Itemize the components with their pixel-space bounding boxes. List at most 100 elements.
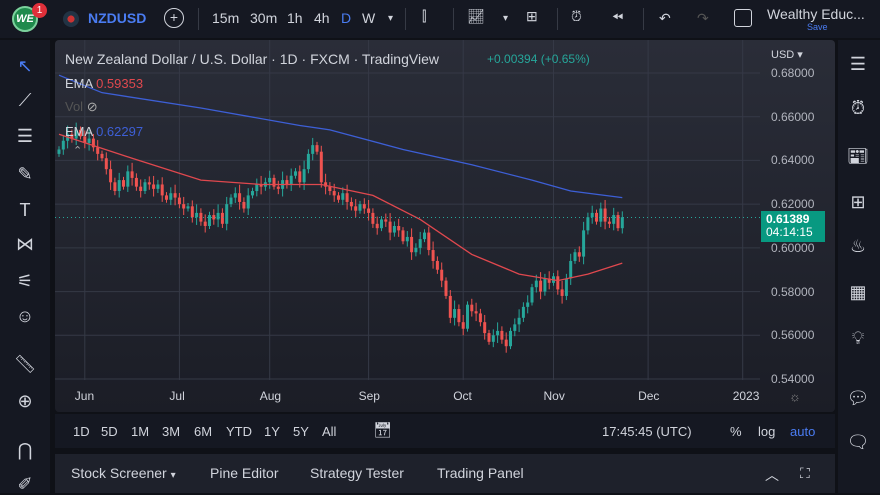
auto-toggle[interactable]: auto [790, 424, 816, 439]
interval-1h[interactable]: 1h [287, 10, 303, 26]
candles-chart-type-icon[interactable]: ⫿ [422, 8, 427, 24]
magnet-icon[interactable]: ⋂ [17, 440, 33, 460]
ema-slow-value: 0.62297 [96, 124, 144, 139]
messages-icon[interactable]: 🗨︎ [846, 432, 870, 452]
emoji-icon[interactable]: ☺ [15, 306, 35, 326]
add-list-icon[interactable]: ⊞ [850, 192, 866, 212]
current-price: 0.61389 [766, 212, 810, 226]
ideas-lightbulb-icon[interactable]: 💡︎ [851, 328, 865, 348]
price-tick-label: 0.62000 [771, 197, 815, 212]
compare-add-icon[interactable]: + [164, 8, 184, 28]
news-icon[interactable]: 📰︎ [846, 146, 870, 166]
ema-slow-legend[interactable]: EMA 0.62297 [65, 124, 143, 139]
trend-line-icon[interactable]: ⟋ [18, 90, 32, 110]
range-3m[interactable]: 3M [162, 424, 181, 439]
indicators-chevron-down-icon[interactable]: ▾ [503, 13, 509, 24]
interval-15m[interactable]: 15m [212, 10, 240, 26]
tab-strategy-tester[interactable]: Strategy Tester [310, 465, 404, 481]
interval-4h[interactable]: 4h [314, 10, 330, 26]
prediction-icon[interactable]: ⚟ [16, 271, 34, 291]
range-1y[interactable]: 1Y [264, 424, 280, 439]
interval-w[interactable]: W [362, 10, 376, 26]
range-5y[interactable]: 5Y [293, 424, 309, 439]
chart-panel[interactable]: New Zealand Dollar / U.S. Dollar · 1D · … [55, 40, 835, 412]
candle-body [225, 204, 229, 224]
candle-body [104, 158, 108, 170]
notification-badge: 1 [32, 3, 47, 18]
layout-square-icon[interactable] [734, 9, 752, 27]
calendar-icon[interactable]: ▦ [849, 282, 867, 302]
candle-body [122, 180, 125, 187]
range-6m[interactable]: 6M [194, 424, 213, 439]
range-ytd[interactable]: YTD [226, 424, 252, 439]
candle-body [470, 304, 474, 312]
replay-icon[interactable]: ⏪︎ [612, 9, 624, 25]
candle-body [453, 309, 457, 318]
chart-settings-gear-icon[interactable]: ☼ [789, 389, 801, 404]
price-chart[interactable] [55, 40, 835, 412]
candle-body [251, 191, 254, 196]
zoom-in-icon[interactable]: ⊕ [17, 391, 33, 411]
collapse-legend-chevron-icon[interactable]: ⌃ [73, 145, 83, 157]
undo-icon[interactable]: ↶ [659, 10, 671, 26]
ema-fast-legend[interactable]: EMA 0.59353 [65, 76, 143, 91]
nz-flag-icon [63, 11, 79, 27]
candle-body [238, 193, 242, 202]
brush-icon[interactable]: ✎ [17, 164, 33, 184]
time-axis-label: 2023 [732, 389, 760, 403]
cursor-icon[interactable]: ↖ [17, 56, 33, 76]
candle-body [547, 278, 551, 283]
redo-icon[interactable]: ↷ [697, 10, 709, 26]
text-icon[interactable]: T [19, 200, 31, 220]
candle-body [233, 193, 237, 198]
time-axis-label: Dec [638, 389, 660, 403]
range-1m[interactable]: 1M [131, 424, 150, 439]
lock-drawings-icon[interactable]: ✐ [17, 474, 33, 494]
fib-levels-icon[interactable]: ☰ [16, 126, 34, 146]
indicators-icon[interactable]: 📈︎ [467, 8, 485, 24]
tab-stock-screener[interactable]: Stock Screener ▾ [71, 465, 176, 481]
utc-clock[interactable]: 17:45:45 (UTC) [602, 424, 692, 439]
hotlists-flame-icon[interactable]: ♨ [849, 236, 867, 256]
tab-trading-panel[interactable]: Trading Panel [437, 465, 524, 481]
range-1d[interactable]: 1D [73, 424, 90, 439]
watchlist-icon[interactable]: ☰ [849, 54, 867, 74]
price-tick-label: 0.58000 [771, 284, 815, 299]
range-5d[interactable]: 5D [101, 424, 118, 439]
interval-chevron-down-icon[interactable]: ▾ [388, 13, 394, 24]
hidden-eye-icon[interactable]: ⊘ [86, 99, 98, 114]
save-button[interactable]: Save [807, 22, 828, 32]
volume-legend[interactable]: Vol ⊘ [65, 99, 98, 115]
candle-body [246, 195, 250, 209]
layout-name[interactable]: Wealthy Educ... [767, 6, 865, 22]
go-to-date-icon[interactable]: 📅︎ [373, 422, 393, 439]
candle-body [418, 239, 422, 248]
candle-body [130, 171, 134, 178]
tab-pine-editor[interactable]: Pine Editor [210, 465, 279, 481]
interval-d[interactable]: D [341, 10, 352, 26]
alarm-clock-icon[interactable]: ⏰︎ [850, 98, 866, 118]
candle-body [612, 215, 616, 224]
range-all[interactable]: All [322, 424, 337, 439]
log-toggle[interactable]: log [758, 424, 776, 439]
bottom-panel-tabs: Stock Screener ▾ Pine Editor Strategy Te… [55, 454, 835, 493]
interval-30m[interactable]: 30m [250, 10, 278, 26]
collapse-panel-icon[interactable]: ︿ [765, 467, 779, 483]
ruler-icon[interactable]: 📏︎ [13, 354, 37, 374]
pattern-icon[interactable]: ⋈ [16, 234, 34, 254]
price-tick-label: 0.64000 [771, 153, 815, 168]
candle-body [410, 236, 414, 253]
maximize-panel-icon[interactable]: ⛶ [800, 465, 810, 481]
currency-selector[interactable]: USD ▾ [771, 49, 803, 61]
percent-toggle[interactable]: % [730, 424, 742, 439]
candle-body [564, 278, 568, 296]
candle-body [276, 186, 280, 189]
candle-body [556, 276, 560, 290]
time-axis-label: Nov [543, 389, 565, 403]
candle-body [109, 169, 113, 183]
alert-clock-icon[interactable]: ⏰︎ [571, 8, 582, 24]
candle-body [539, 280, 543, 292]
chats-icon[interactable]: 💬︎ [846, 388, 870, 408]
symbol-search[interactable]: NZDUSD [88, 10, 147, 26]
templates-grid-icon[interactable]: ⊞ [526, 8, 538, 24]
